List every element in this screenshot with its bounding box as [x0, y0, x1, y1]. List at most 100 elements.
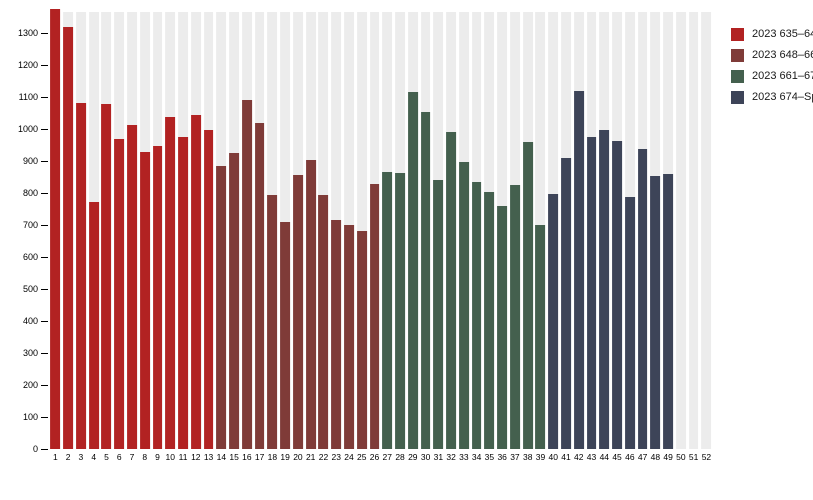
y-tick-label-900: 900 [22, 155, 38, 166]
bar-slot-15 [228, 0, 241, 449]
bar-week-14[interactable] [216, 166, 227, 449]
y-tick-mark [41, 320, 48, 322]
bar-week-23[interactable] [331, 219, 342, 449]
y-tick-mark [41, 192, 48, 194]
bar-week-10[interactable] [165, 117, 176, 449]
bar-week-17[interactable] [254, 122, 265, 449]
bar-week-15[interactable] [229, 153, 240, 449]
bar-week-6[interactable] [114, 138, 125, 449]
x-tick-label-15: 15 [229, 452, 239, 462]
bar-week-29[interactable] [407, 92, 418, 449]
bar-week-35[interactable] [484, 192, 495, 449]
bar-week-46[interactable] [624, 196, 635, 449]
bar-week-20[interactable] [293, 175, 303, 449]
bar-week-2[interactable] [63, 26, 74, 449]
bar-week-40[interactable] [548, 193, 559, 449]
x-tick-label-23: 23 [331, 452, 341, 462]
x-tick-label-7: 7 [129, 452, 135, 462]
bar-slot-24 [343, 0, 356, 449]
bar-week-45[interactable] [612, 141, 622, 449]
bar-slot-39 [534, 0, 547, 449]
bar-track [701, 12, 712, 449]
bar-slot-33 [458, 0, 471, 449]
y-tick-label-200: 200 [22, 379, 38, 390]
bar-slot-13 [202, 0, 215, 449]
bar-slot-27 [381, 0, 394, 449]
bar-week-32[interactable] [446, 131, 457, 449]
bar-week-49[interactable] [663, 173, 674, 449]
y-tick-mark [41, 352, 48, 354]
bar-week-4[interactable] [88, 201, 99, 449]
x-tick-label-22: 22 [318, 452, 329, 462]
bar-week-9[interactable] [152, 145, 163, 449]
legend-swatch-icon [731, 28, 744, 41]
bar-week-5[interactable] [101, 104, 112, 449]
bar-week-47[interactable] [637, 148, 648, 449]
bar-week-19[interactable] [280, 221, 291, 449]
bar-week-24[interactable] [344, 224, 354, 449]
bar-week-11[interactable] [178, 136, 188, 449]
bar-week-3[interactable] [75, 103, 86, 449]
bar-week-42[interactable] [573, 91, 584, 449]
bar-track [356, 12, 367, 449]
bar-week-43[interactable] [586, 137, 597, 449]
legend-label: 2023 661–673 [752, 70, 813, 82]
bar-week-34[interactable] [471, 182, 482, 449]
y-tick-mark [41, 160, 48, 162]
bar-slot-19 [279, 0, 292, 449]
bar-week-21[interactable] [305, 159, 316, 449]
y-tick-label-600: 600 [22, 251, 38, 262]
y-tick-mark [41, 416, 48, 418]
x-tick-label-1: 1 [53, 452, 58, 462]
bar-slot-34 [470, 0, 483, 449]
y-tick-label-100: 100 [22, 411, 38, 422]
bar-week-31[interactable] [433, 179, 444, 449]
bar-week-48[interactable] [650, 176, 661, 449]
bar-slot-31 [432, 0, 445, 449]
legend-item-2[interactable]: 2023 648–660 [731, 49, 813, 62]
bar-week-36[interactable] [497, 205, 508, 449]
bar-week-7[interactable] [127, 124, 137, 449]
x-tick-label-24: 24 [344, 452, 354, 462]
x-tick-label-42: 42 [574, 452, 584, 462]
bar-track [688, 12, 699, 449]
x-tick-label-51: 51 [688, 452, 699, 462]
bar-slot-37 [509, 0, 522, 449]
bar-week-33[interactable] [458, 162, 469, 449]
x-tick-label-38: 38 [522, 452, 533, 462]
x-tick-label-35: 35 [484, 452, 495, 462]
bar-week-22[interactable] [318, 194, 329, 449]
legend-item-3[interactable]: 2023 661–673 [731, 70, 813, 83]
bar-week-37[interactable] [510, 184, 520, 449]
bar-week-13[interactable] [203, 129, 214, 449]
bar-week-25[interactable] [356, 231, 367, 449]
bar-week-27[interactable] [382, 172, 393, 449]
bar-week-18[interactable] [267, 195, 278, 449]
x-tick-label-2: 2 [65, 452, 71, 462]
bar-slot-46 [623, 0, 636, 449]
y-tick-label-400: 400 [22, 315, 38, 326]
bar-slot-20 [292, 0, 305, 449]
bar-week-30[interactable] [420, 112, 431, 449]
bar-week-8[interactable] [139, 152, 150, 449]
x-tick-label-19: 19 [280, 452, 290, 462]
bar-week-12[interactable] [190, 114, 201, 449]
bar-slot-47 [636, 0, 649, 449]
x-tick-label-28: 28 [395, 452, 405, 462]
x-tick-label-18: 18 [267, 452, 278, 462]
bar-week-41[interactable] [561, 158, 571, 449]
bar-week-39[interactable] [535, 225, 546, 449]
legend-item-1[interactable]: 2023 635–647 [731, 28, 813, 41]
bar-slot-45 [611, 0, 624, 449]
legend-item-4[interactable]: 2023 674–Sp [731, 91, 813, 104]
bar-week-44[interactable] [599, 129, 610, 449]
bar-week-16[interactable] [241, 100, 252, 449]
x-tick-label-6: 6 [116, 452, 122, 462]
bar-week-26[interactable] [369, 184, 380, 449]
x-tick-label-36: 36 [497, 452, 507, 462]
bar-slot-43 [585, 0, 598, 449]
bar-week-38[interactable] [522, 141, 533, 449]
y-tick-label-700: 700 [22, 219, 38, 230]
bar-week-1[interactable] [50, 9, 61, 449]
bar-week-28[interactable] [395, 173, 405, 449]
